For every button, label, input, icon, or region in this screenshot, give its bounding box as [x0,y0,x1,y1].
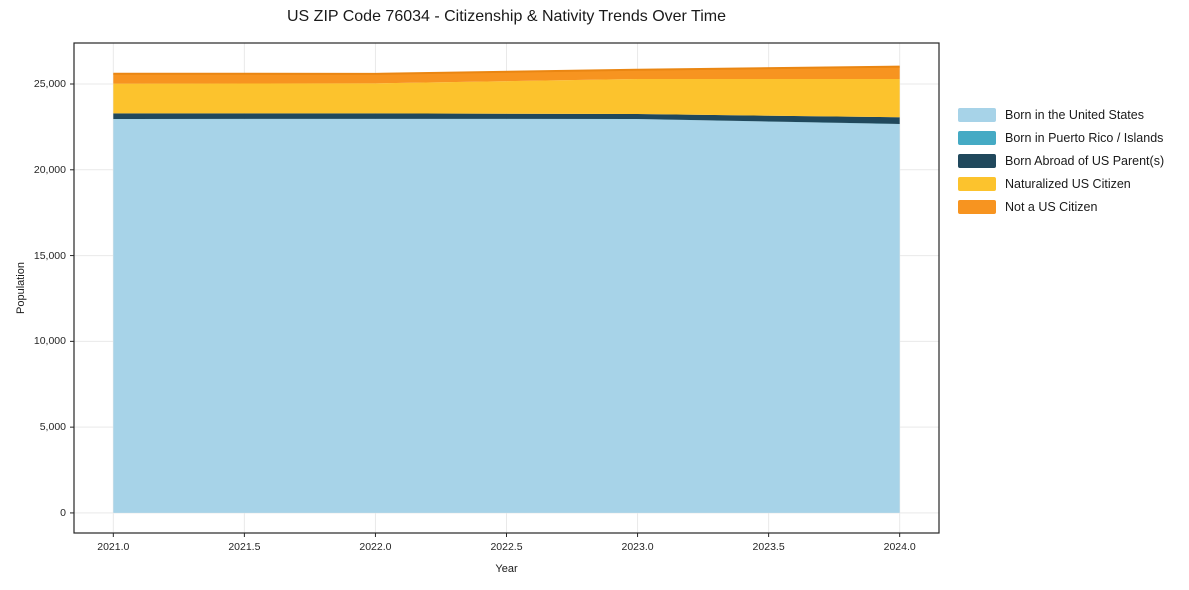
legend-label: Naturalized US Citizen [1005,177,1131,191]
x-tick-label: 2021.5 [228,541,261,553]
y-tick-label: 25,000 [33,78,66,90]
legend-label: Born in Puerto Rico / Islands [1005,131,1164,145]
legend-item-born-abroad: Born Abroad of US Parent(s) [958,154,1164,168]
legend-item-not-citizen: Not a US Citizen [958,200,1164,214]
x-tick-label: 2022.0 [359,541,392,553]
y-tick-label: 20,000 [33,163,66,176]
x-axis-label: Year [495,563,518,575]
chart-title: US ZIP Code 76034 - Citizenship & Nativi… [287,8,726,25]
legend-swatch [958,200,996,214]
y-tick-label: 5,000 [39,421,66,434]
legend-item-puerto-rico: Born in Puerto Rico / Islands [958,131,1164,145]
legend: Born in the United States Born in Puerto… [958,108,1164,223]
legend-swatch [958,177,996,191]
legend-label: Not a US Citizen [1005,200,1098,214]
y-axis-label: Population [15,262,27,314]
x-tick-label: 2021.0 [97,541,130,553]
legend-swatch [958,131,996,145]
x-tick-label: 2023.5 [752,541,785,553]
x-tick-label: 2023.0 [621,541,654,553]
legend-label: Born in the United States [1005,108,1144,122]
legend-label: Born Abroad of US Parent(s) [1005,154,1165,168]
legend-item-naturalized: Naturalized US Citizen [958,177,1164,191]
y-tick-label: 15,000 [33,249,66,262]
x-tick-label: 2022.5 [490,541,523,553]
y-tick-label: 10,000 [33,335,66,348]
y-tick-label: 0 [60,506,66,519]
x-tick-label: 2024.0 [883,541,916,553]
legend-item-born-us: Born in the United States [958,108,1164,122]
legend-swatch [958,108,996,122]
legend-swatch [958,154,996,168]
